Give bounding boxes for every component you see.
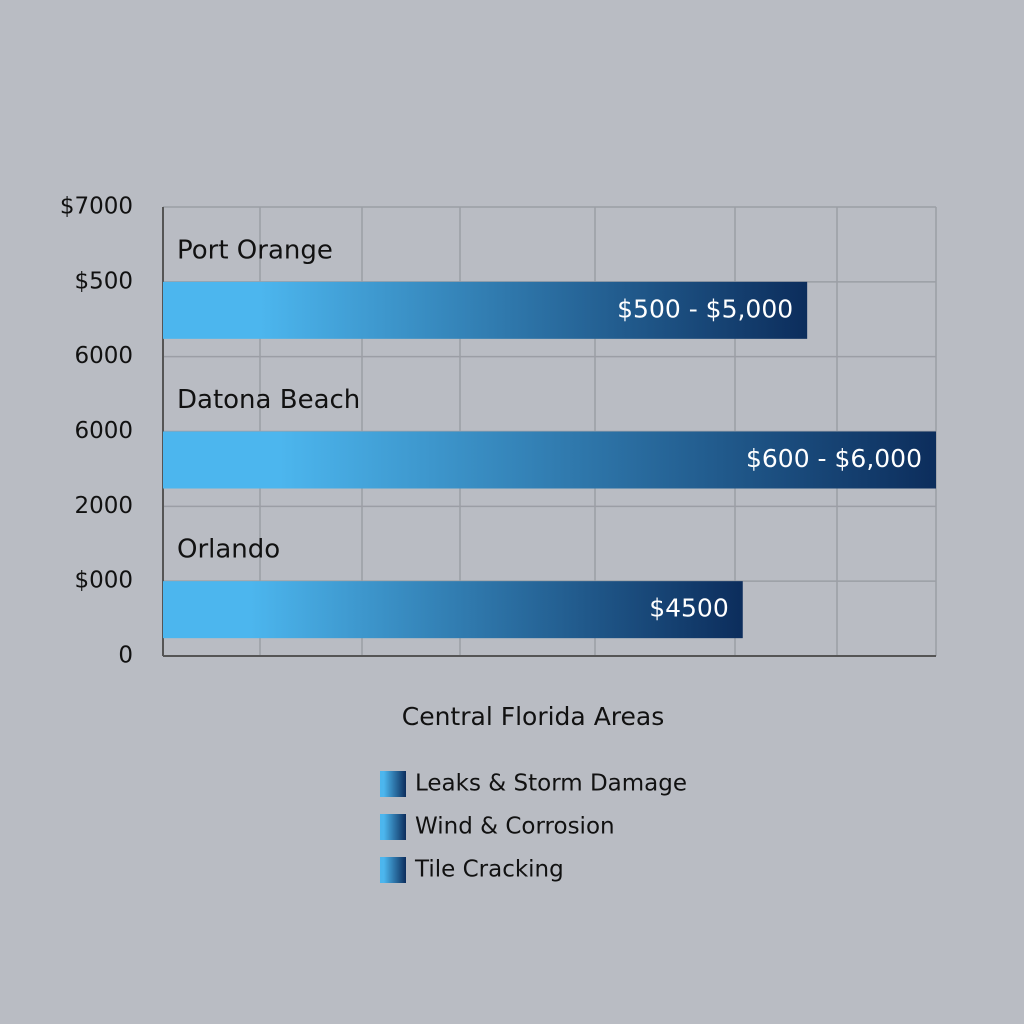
left-axis-label: $000: [74, 568, 133, 594]
bar: [163, 581, 743, 639]
legend-label: Wind & Corrosion: [415, 814, 615, 840]
category-label: Orlando: [177, 535, 280, 565]
left-axis-label: 0: [118, 643, 133, 669]
x-axis-title: Central Florida Areas: [402, 702, 665, 731]
value-label: $4500: [649, 594, 729, 623]
legend-swatch: [380, 771, 406, 797]
bar: [163, 431, 936, 489]
left-axis-label: 6000: [74, 343, 133, 369]
value-label: $500 - $5,000: [617, 294, 793, 323]
left-axis-label: $7000: [60, 194, 133, 220]
legend-label: Tile Cracking: [414, 857, 564, 883]
category-label: Datona Beach: [177, 385, 360, 415]
left-axis-label: $500: [74, 268, 133, 294]
legend-label: Leaks & Storm Damage: [415, 771, 687, 797]
legend-swatch: [380, 857, 406, 883]
bar: [163, 281, 808, 339]
legend-swatch: [380, 814, 406, 840]
left-axis-label: 6000: [74, 418, 133, 444]
category-label: Port Orange: [177, 235, 333, 265]
left-axis-label: 2000: [74, 493, 133, 519]
value-label: $600 - $6,000: [746, 444, 922, 473]
